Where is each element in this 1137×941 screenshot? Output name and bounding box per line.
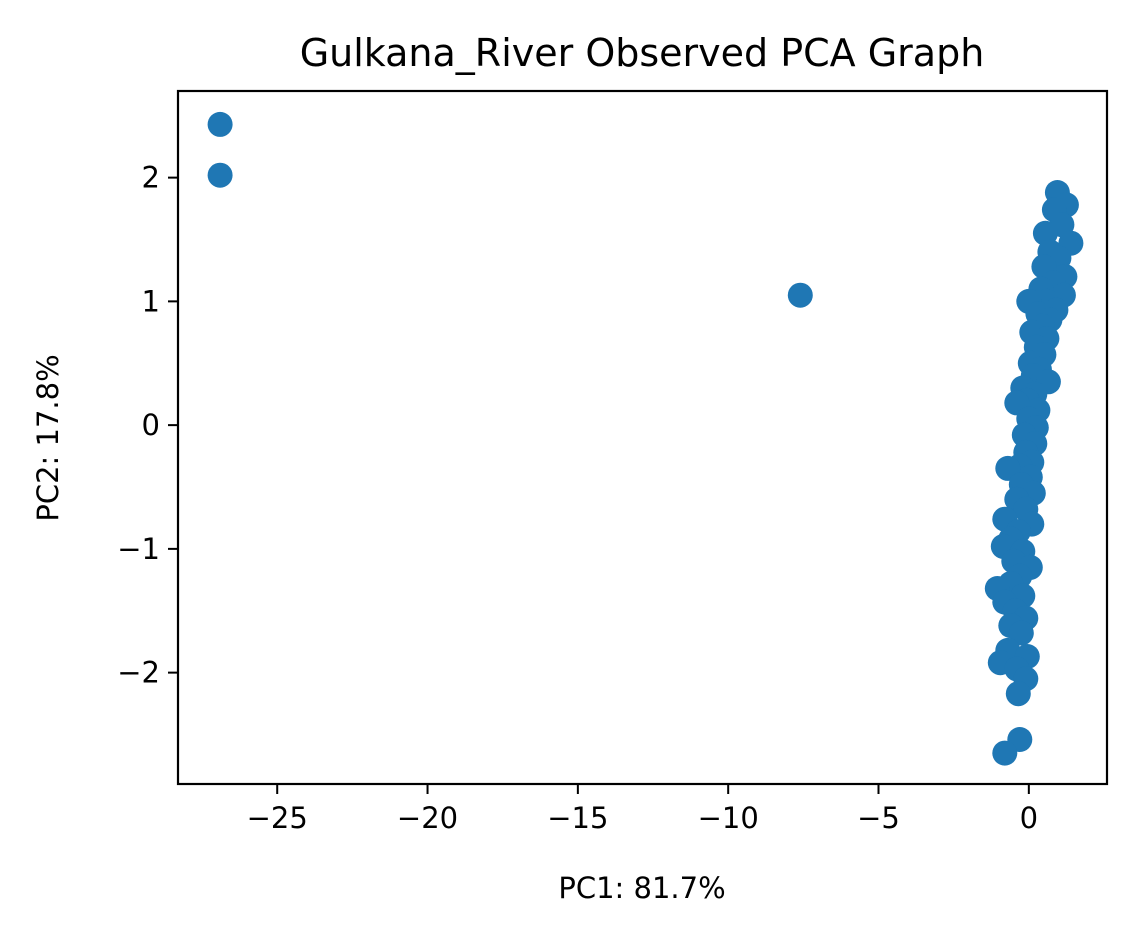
y-tick-label: 0 <box>142 408 160 442</box>
y-axis-label: PC2: 17.8% <box>31 354 65 521</box>
data-point-0-70 <box>1005 681 1031 707</box>
x-axis: −25 −20 −15 −10 −5 0 <box>247 784 1038 835</box>
x-tick-label: −5 <box>857 801 900 835</box>
data-point-0-64 <box>1008 620 1034 646</box>
data-point-0-0 <box>207 111 233 137</box>
data-point-0-72 <box>992 740 1018 766</box>
y-tick-label: 2 <box>142 161 160 195</box>
x-tick-label: −20 <box>397 801 458 835</box>
y-tick-label: −1 <box>117 532 160 566</box>
x-tick-label: 0 <box>1020 801 1038 835</box>
chart-title: Gulkana_River Observed PCA Graph <box>300 31 985 75</box>
y-axis: −2 −1 0 1 2 <box>117 161 178 690</box>
plot-frame <box>176 89 1109 786</box>
data-point-0-1 <box>207 162 233 188</box>
y-tick-label: 1 <box>142 284 160 318</box>
x-tick-label: −10 <box>698 801 759 835</box>
y-tick-label: −2 <box>117 656 160 690</box>
points-layer <box>207 111 1084 766</box>
x-tick-label: −15 <box>547 801 608 835</box>
data-point-0-2 <box>787 282 813 308</box>
x-axis-label: PC1: 81.7% <box>558 871 725 905</box>
x-tick-label: −25 <box>247 801 308 835</box>
